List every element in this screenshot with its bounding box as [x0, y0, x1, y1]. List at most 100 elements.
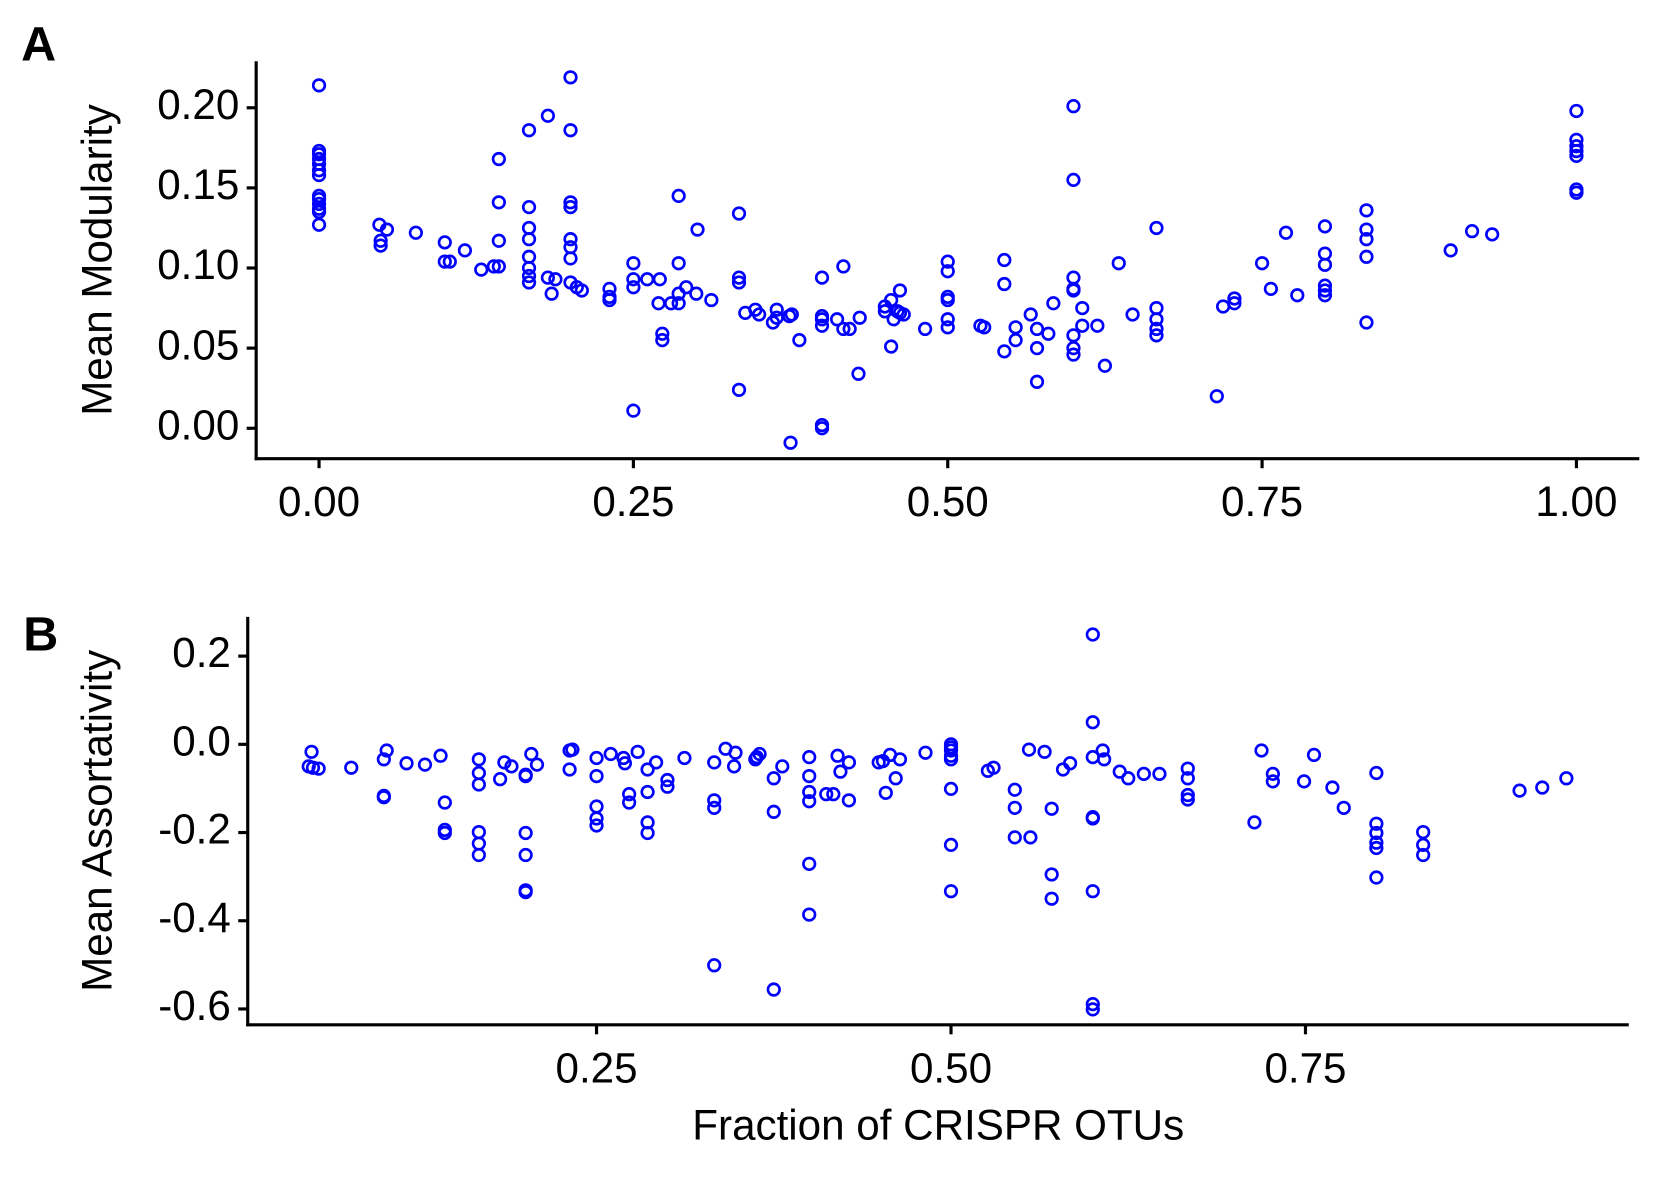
point — [731, 270, 747, 285]
point — [1066, 99, 1081, 114]
point — [518, 768, 533, 784]
point — [1359, 222, 1374, 237]
point — [1097, 358, 1113, 373]
point — [504, 759, 519, 774]
point — [471, 847, 486, 863]
point — [802, 794, 817, 809]
point — [1569, 139, 1584, 154]
point — [1265, 766, 1280, 781]
point — [1152, 766, 1167, 781]
point — [1112, 764, 1127, 779]
point — [1369, 816, 1384, 831]
point — [1443, 243, 1458, 258]
point — [677, 750, 692, 766]
y-tick-label: 0.00 — [157, 401, 239, 448]
point — [563, 70, 578, 85]
point — [491, 233, 506, 248]
point — [1325, 780, 1340, 795]
point — [884, 292, 899, 308]
point — [622, 787, 637, 802]
x-axis-label: Fraction of CRISPR OTUs — [692, 1101, 1184, 1148]
point — [1290, 288, 1305, 303]
point — [943, 837, 959, 852]
point — [417, 757, 433, 772]
panel-label: A — [21, 17, 56, 71]
point — [1227, 296, 1242, 311]
point — [1149, 300, 1164, 316]
point — [540, 270, 556, 285]
point — [1254, 743, 1269, 758]
point — [679, 280, 694, 295]
point — [731, 382, 747, 397]
point — [830, 748, 845, 763]
point — [1336, 800, 1351, 815]
x-tick-label: 0.00 — [278, 478, 360, 525]
point — [1075, 300, 1090, 316]
point — [1007, 782, 1022, 797]
point — [1317, 278, 1333, 293]
point — [1569, 185, 1584, 200]
point — [943, 743, 959, 758]
point — [731, 275, 747, 290]
point — [399, 756, 414, 771]
point — [1121, 771, 1136, 786]
point — [841, 755, 857, 770]
y-tick-label: 0.0 — [172, 717, 231, 764]
point — [562, 762, 577, 777]
point — [589, 799, 604, 814]
point — [486, 259, 501, 274]
point — [1066, 172, 1081, 187]
point — [563, 251, 578, 266]
point — [814, 421, 830, 436]
point — [769, 302, 784, 317]
point — [574, 283, 589, 298]
y-tick-label: -0.2 — [158, 806, 231, 853]
point — [1209, 389, 1224, 404]
y-tick-label: 0.2 — [172, 629, 231, 676]
point — [802, 907, 817, 922]
point — [524, 746, 539, 762]
point — [731, 206, 747, 221]
point — [836, 321, 851, 337]
point — [1180, 761, 1195, 776]
point — [728, 745, 743, 760]
point — [896, 307, 911, 322]
point — [1369, 825, 1384, 841]
point — [1007, 830, 1022, 845]
point — [497, 755, 512, 770]
point — [943, 781, 959, 796]
point — [878, 785, 893, 800]
point — [775, 759, 790, 774]
point — [563, 232, 578, 247]
point — [1306, 747, 1322, 763]
point — [1359, 203, 1374, 218]
point — [304, 744, 319, 759]
point — [663, 296, 679, 311]
point — [548, 272, 563, 287]
point — [521, 123, 537, 138]
point — [689, 286, 704, 301]
point — [892, 752, 908, 767]
point — [491, 195, 506, 210]
point — [373, 233, 388, 248]
point — [565, 742, 580, 757]
point — [640, 762, 655, 777]
point — [408, 225, 423, 240]
point — [521, 232, 537, 247]
point — [1278, 225, 1294, 240]
point — [1317, 257, 1333, 272]
point — [884, 339, 899, 354]
point — [918, 745, 933, 760]
point — [1046, 296, 1061, 311]
point — [888, 771, 903, 786]
point — [311, 217, 327, 232]
point — [997, 344, 1012, 359]
y-tick-label: 0.10 — [157, 241, 239, 288]
point — [457, 243, 473, 258]
point — [814, 312, 830, 327]
point — [784, 307, 799, 322]
point — [986, 760, 1001, 775]
point — [376, 790, 391, 805]
x-tick-label: 1.00 — [1535, 478, 1617, 525]
